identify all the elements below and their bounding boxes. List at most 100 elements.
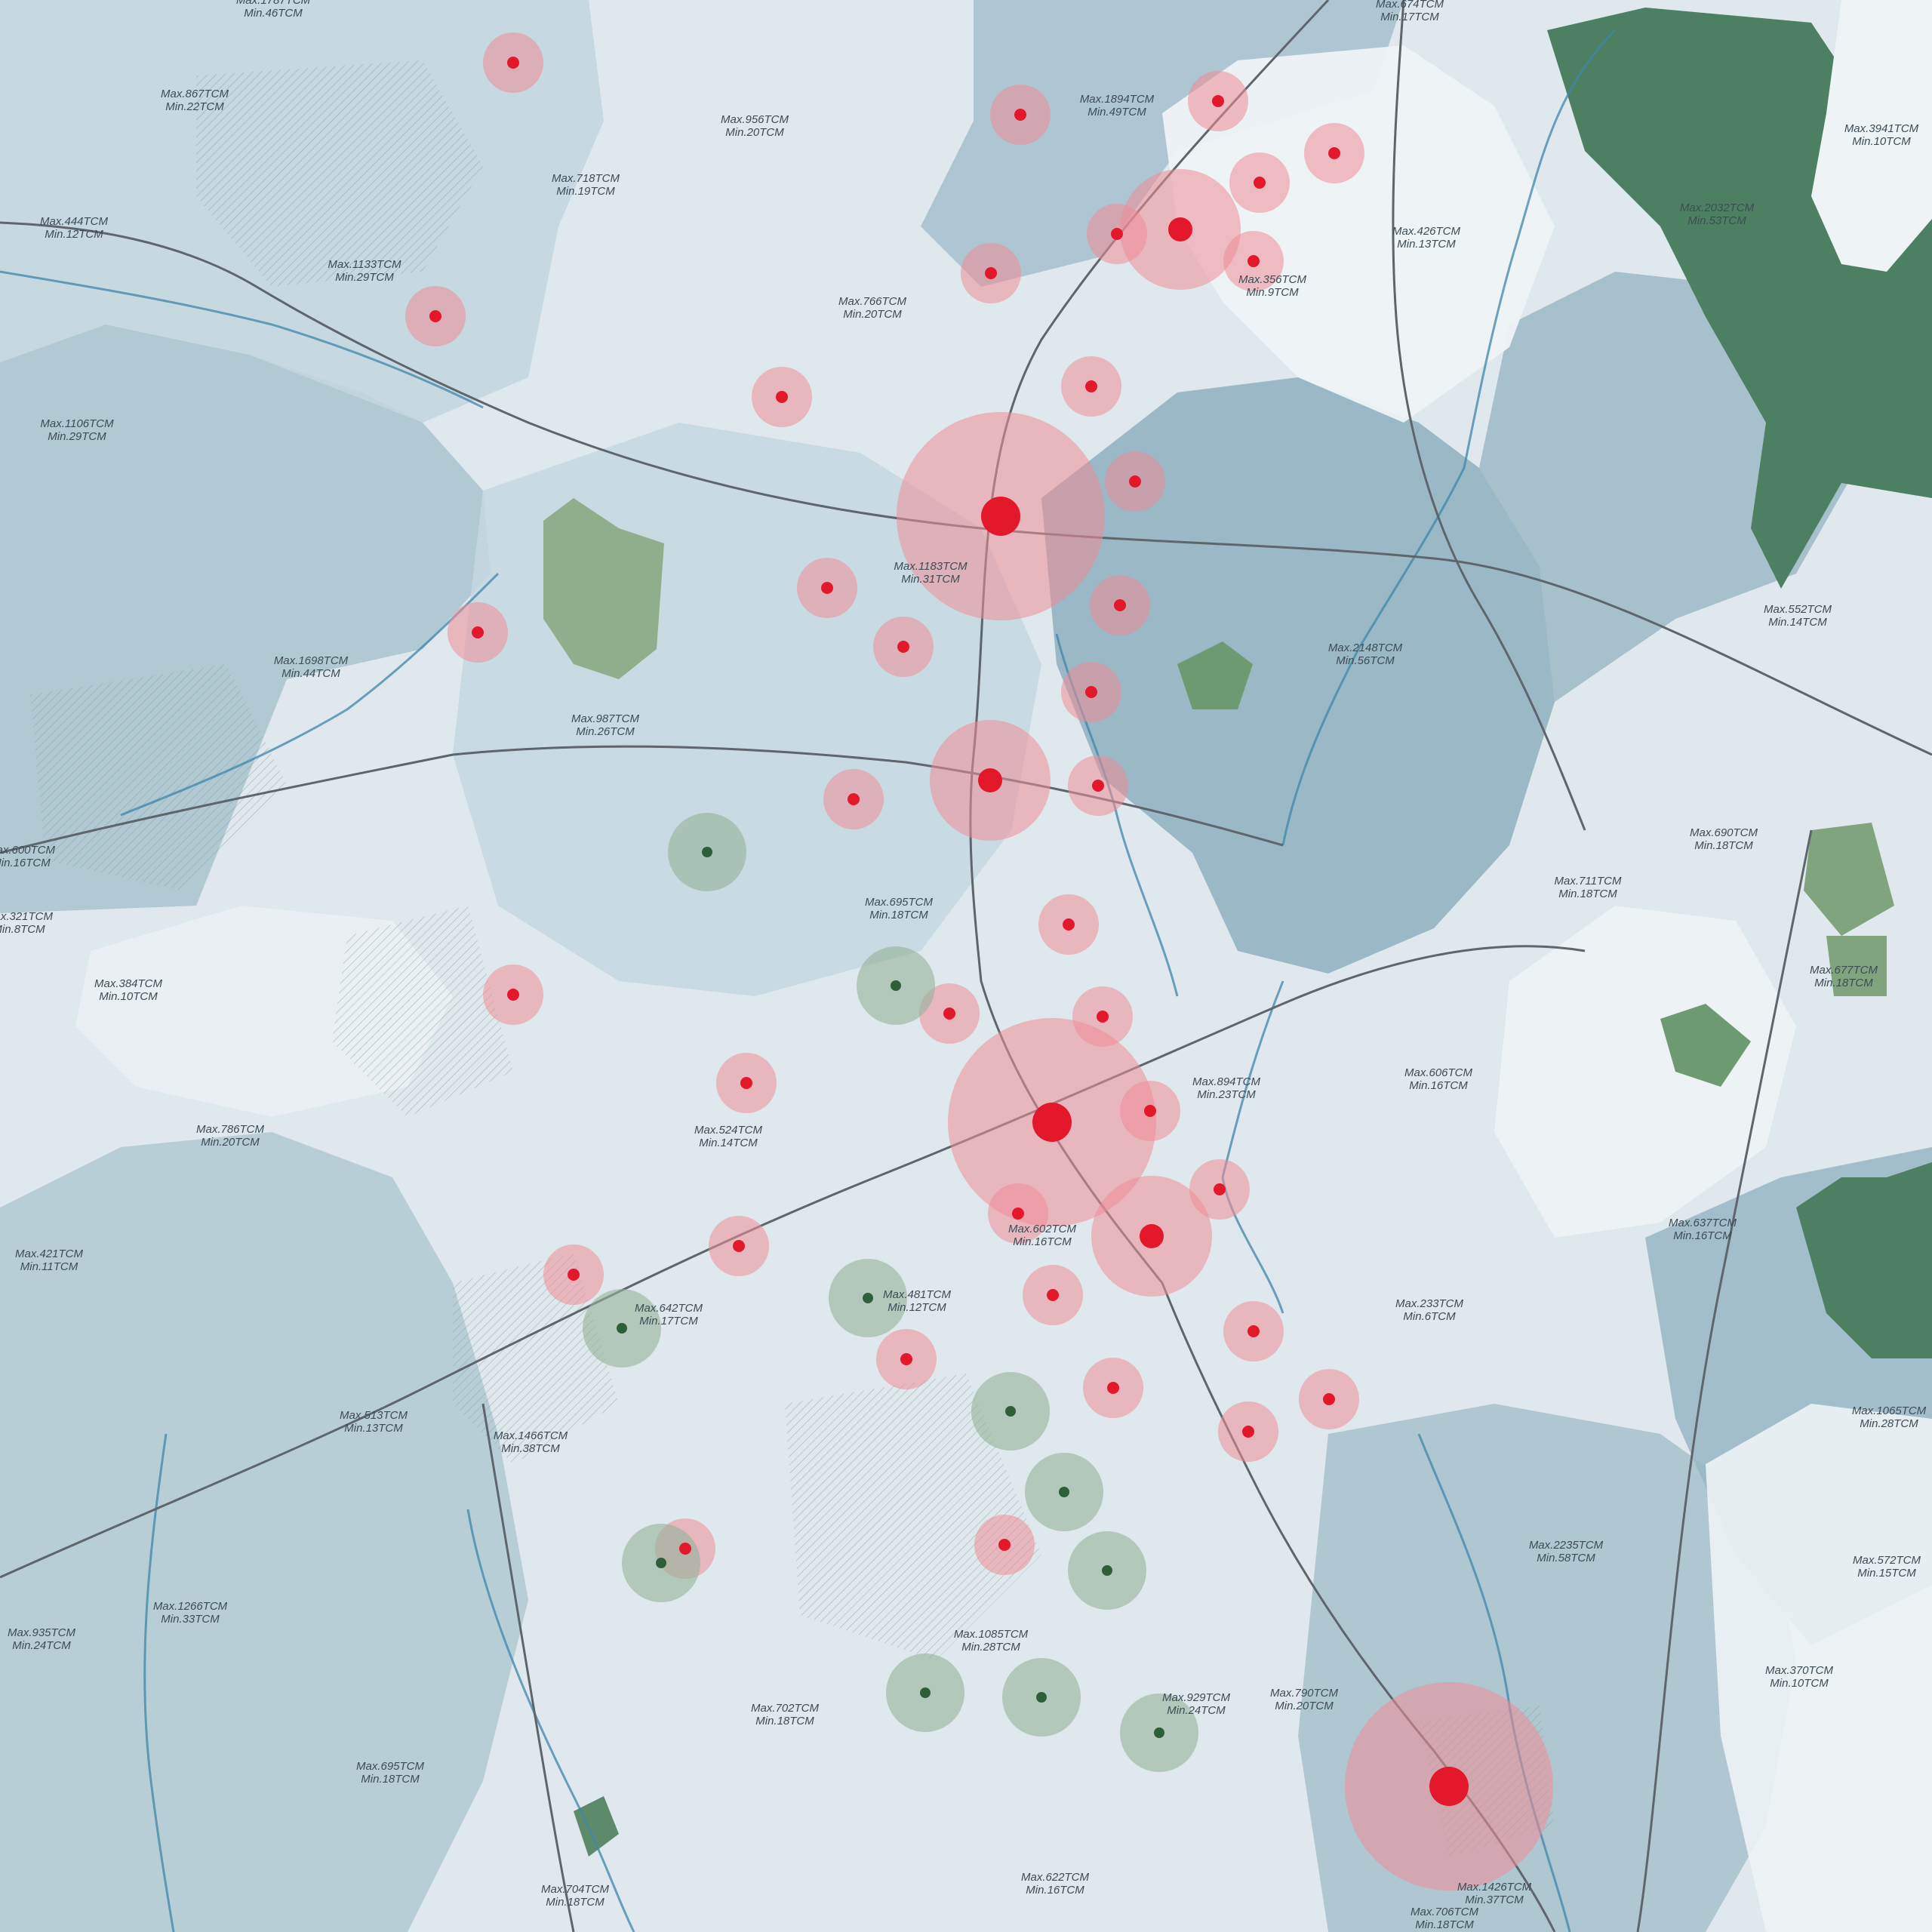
green-point[interactable]	[617, 1323, 627, 1334]
red-point[interactable]	[1114, 599, 1126, 611]
red-point[interactable]	[1328, 147, 1340, 159]
red-point[interactable]	[1047, 1289, 1059, 1301]
green-point[interactable]	[1102, 1565, 1112, 1576]
red-point[interactable]	[1063, 918, 1075, 931]
basin-min: Min.24TCM	[12, 1639, 71, 1652]
basin-min: Min.14TCM	[1768, 616, 1827, 629]
basin-max: Max.718TCM	[552, 172, 620, 185]
basin-max: Max.3941TCM	[1844, 122, 1919, 135]
basin-min: Min.17TCM	[1380, 11, 1439, 23]
basin-max: Max.1426TCM	[1457, 1881, 1532, 1894]
red-point[interactable]	[1097, 1011, 1109, 1023]
basin-min: Min.9TCM	[1246, 286, 1299, 299]
green-patch	[1804, 823, 1894, 936]
red-point[interactable]	[1254, 177, 1266, 189]
red-point[interactable]	[998, 1539, 1011, 1551]
basin-max: Max.1698TCM	[274, 654, 349, 667]
basin-max: Max.606TCM	[1404, 1066, 1473, 1079]
red-point[interactable]	[900, 1353, 912, 1365]
basin-min: Min.20TCM	[1275, 1700, 1334, 1712]
road	[0, 945, 1586, 1579]
red-point[interactable]	[472, 626, 484, 638]
green-point[interactable]	[920, 1687, 931, 1698]
green-point[interactable]	[1005, 1406, 1016, 1417]
basin-min: Min.26TCM	[576, 725, 635, 738]
red-point[interactable]	[1323, 1393, 1335, 1405]
hatched-area	[453, 1253, 619, 1464]
basin-min: Min.20TCM	[843, 308, 902, 321]
road	[481, 1403, 575, 1932]
green-point[interactable]	[1154, 1727, 1164, 1738]
red-point[interactable]	[1014, 109, 1026, 121]
basin-min: Min.18TCM	[361, 1773, 420, 1786]
basin-max: Max.677TCM	[1810, 964, 1878, 977]
basin-min: Min.12TCM	[45, 228, 103, 241]
red-point[interactable]	[507, 57, 519, 69]
red-point[interactable]	[1129, 475, 1141, 488]
red-point[interactable]	[568, 1269, 580, 1281]
basin-min: Min.12TCM	[888, 1301, 946, 1314]
red-point[interactable]	[1168, 217, 1192, 242]
red-point[interactable]	[776, 391, 788, 403]
river	[143, 1433, 175, 1932]
green-point[interactable]	[702, 847, 712, 857]
green-point[interactable]	[656, 1558, 666, 1568]
red-point[interactable]	[1214, 1183, 1226, 1195]
red-point[interactable]	[1247, 255, 1260, 267]
green-patch	[1660, 1004, 1751, 1087]
red-point[interactable]	[1107, 1382, 1119, 1394]
red-point[interactable]	[1092, 780, 1104, 792]
red-point[interactable]	[507, 989, 519, 1001]
red-point[interactable]	[733, 1240, 745, 1252]
basin-max: Max.674TCM	[1376, 0, 1444, 11]
red-point[interactable]	[1247, 1325, 1260, 1337]
red-point[interactable]	[821, 582, 833, 594]
road	[0, 221, 1932, 756]
red-point[interactable]	[740, 1077, 752, 1089]
red-point[interactable]	[1429, 1767, 1469, 1806]
red-point[interactable]	[1032, 1103, 1072, 1142]
red-point[interactable]	[1144, 1105, 1156, 1117]
river	[466, 1509, 635, 1932]
red-point[interactable]	[1140, 1224, 1164, 1248]
green-point[interactable]	[891, 980, 901, 991]
basin-min: Min.18TCM	[869, 909, 928, 921]
red-point[interactable]	[1085, 686, 1097, 698]
red-point[interactable]	[978, 768, 1002, 792]
red-point[interactable]	[897, 641, 909, 653]
green-point[interactable]	[1059, 1487, 1069, 1497]
basin-min: Min.31TCM	[901, 573, 960, 586]
red-point[interactable]	[1212, 95, 1224, 107]
red-point[interactable]	[943, 1008, 955, 1020]
forest-south-strip	[574, 1796, 619, 1857]
basin-min: Min.24TCM	[1167, 1704, 1226, 1717]
red-point[interactable]	[981, 497, 1020, 536]
basin-max: Max.690TCM	[1690, 826, 1758, 839]
red-point[interactable]	[985, 267, 997, 279]
red-point[interactable]	[429, 310, 441, 322]
basin-max: Max.421TCM	[15, 1247, 84, 1260]
red-point[interactable]	[1242, 1426, 1254, 1438]
red-point[interactable]	[679, 1543, 691, 1555]
basin-max: Max.622TCM	[1021, 1871, 1090, 1884]
hatched-area	[785, 1374, 1041, 1660]
red-point[interactable]	[1012, 1208, 1024, 1220]
red-point[interactable]	[1085, 380, 1097, 392]
green-point[interactable]	[1036, 1692, 1047, 1703]
basin-max: Max.524TCM	[694, 1124, 763, 1137]
red-point[interactable]	[1111, 228, 1123, 240]
red-point[interactable]	[848, 793, 860, 805]
green-point[interactable]	[863, 1293, 873, 1303]
